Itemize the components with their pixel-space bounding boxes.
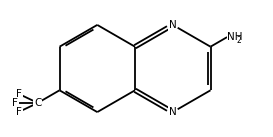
Text: F: F bbox=[12, 98, 18, 108]
Text: F: F bbox=[16, 89, 22, 99]
Text: C: C bbox=[34, 98, 41, 108]
Text: 2: 2 bbox=[237, 36, 241, 45]
Text: F: F bbox=[16, 107, 22, 117]
Text: N: N bbox=[169, 107, 177, 117]
Text: NH: NH bbox=[227, 32, 243, 42]
Text: N: N bbox=[169, 20, 177, 30]
